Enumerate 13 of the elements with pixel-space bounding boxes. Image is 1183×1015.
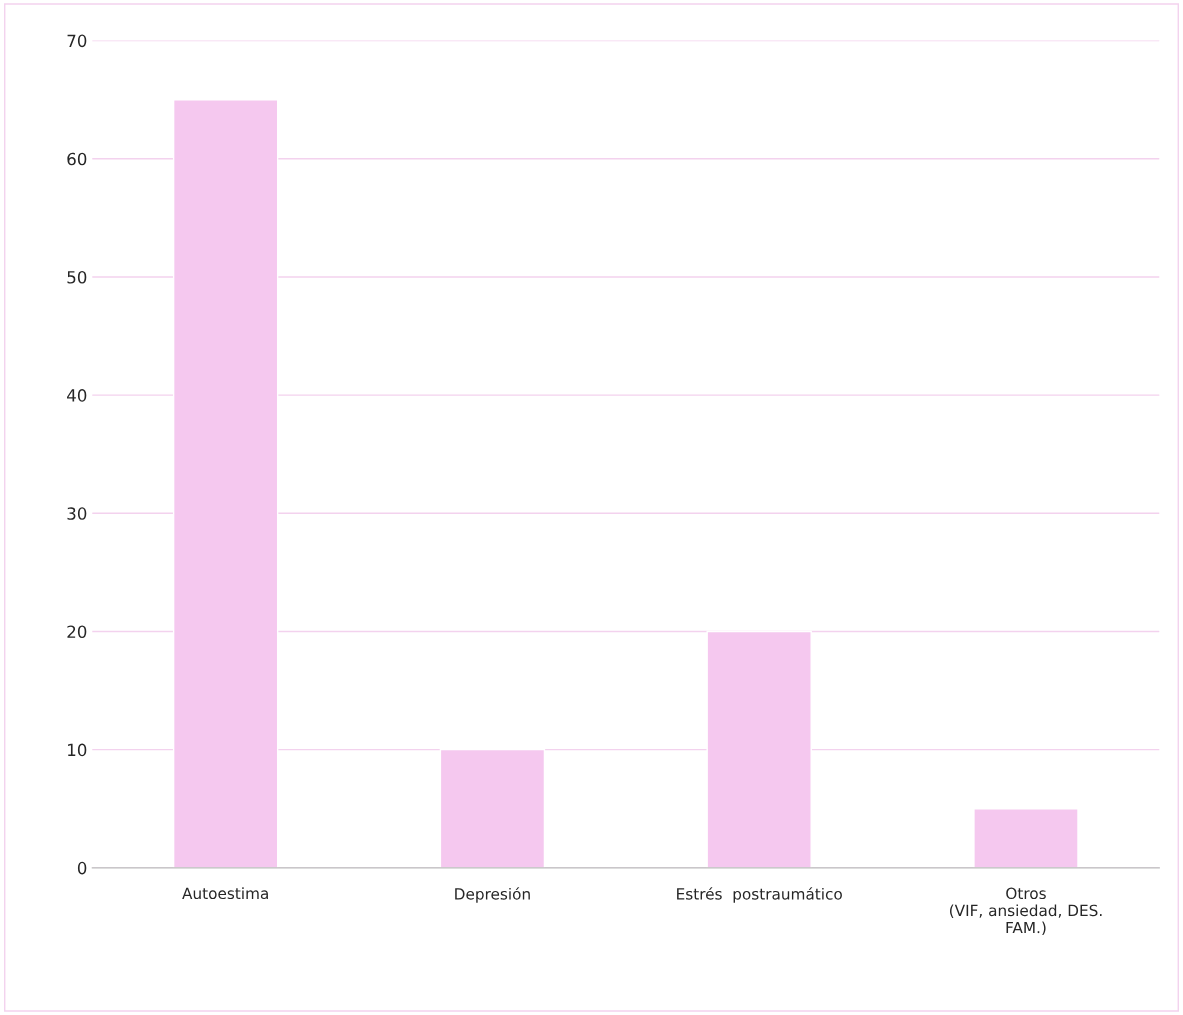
- y-tick-label: 50: [67, 270, 87, 284]
- y-tick-label: 70: [67, 34, 87, 48]
- x-tick-label: Depresión: [455, 887, 530, 903]
- y-tick-label: 10: [68, 743, 87, 757]
- y-tick-label: 30: [67, 507, 87, 520]
- x-tick-label: Otros (VIF, ansiedad, DES. FAM.): [950, 887, 1102, 936]
- y-tick-label: 20: [67, 625, 87, 639]
- x-tick-label: Estrés postraumático: [677, 887, 842, 903]
- y-tick-label: 60: [67, 152, 87, 166]
- y-tick-label: 0: [77, 861, 87, 875]
- bar: [973, 808, 1079, 868]
- x-tick-label: Autoestima: [182, 887, 268, 900]
- y-tick-label: 40: [67, 389, 87, 402]
